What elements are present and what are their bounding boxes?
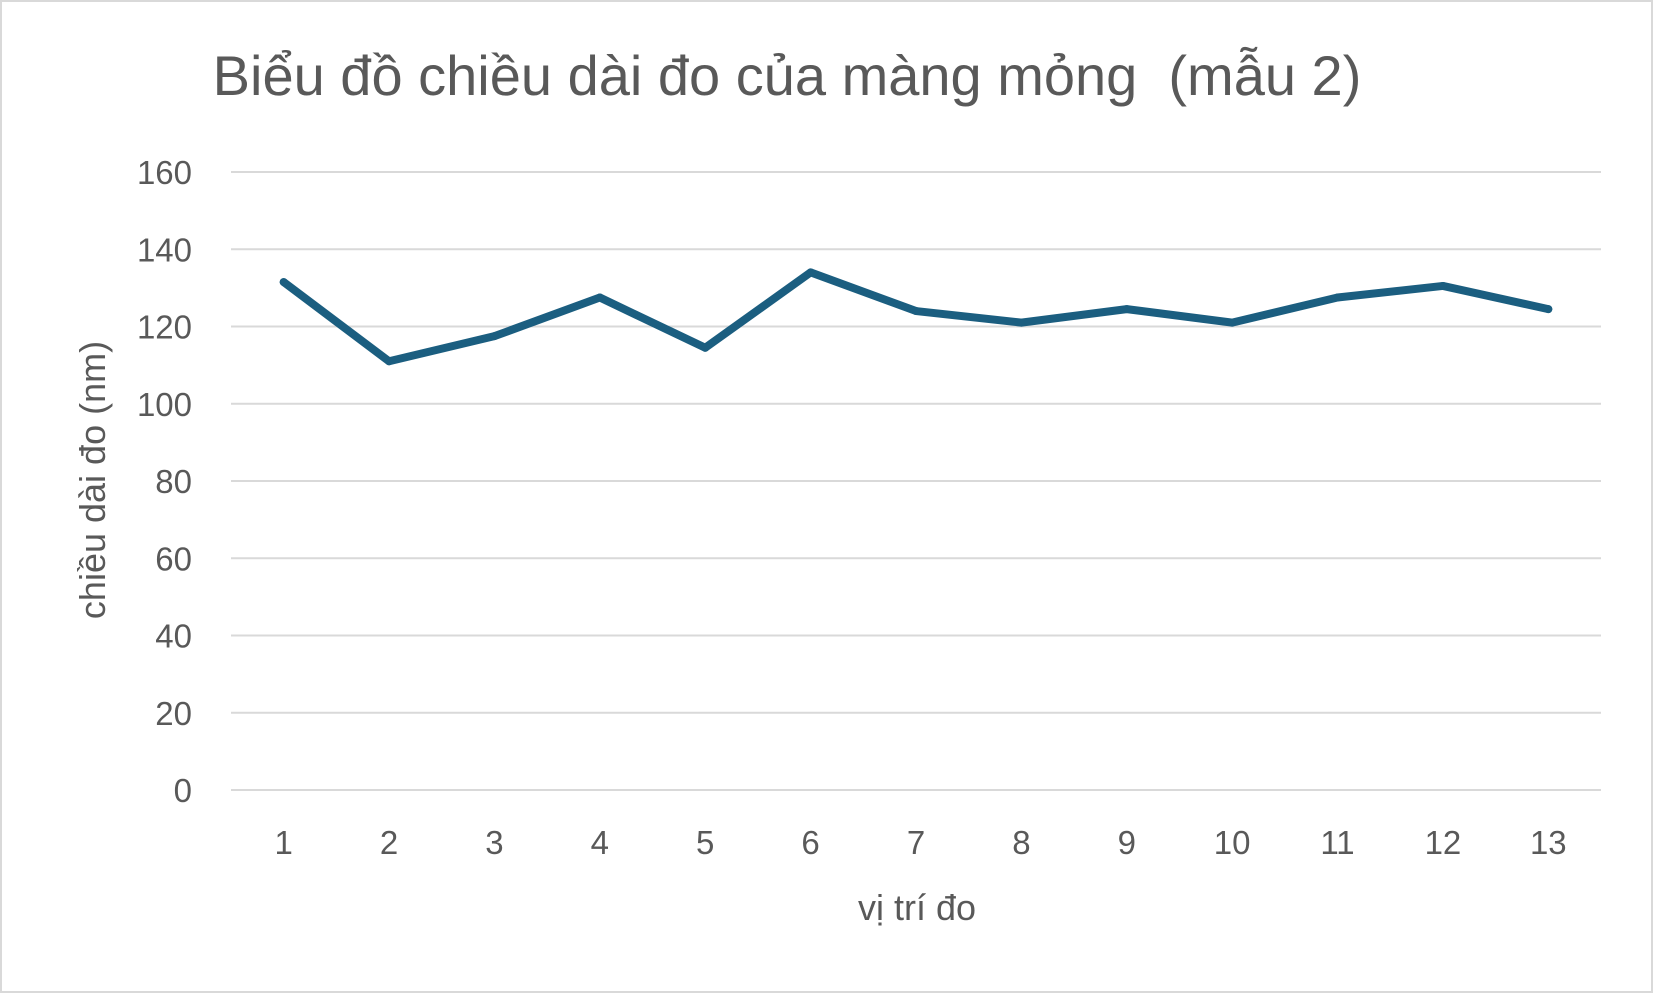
series-line: [279, 268, 1553, 366]
chart-title: Biểu đồ chiều dài đo của màng mỏng (mẫu …: [213, 44, 1362, 107]
data-point: [1544, 305, 1553, 314]
data-point: [912, 307, 920, 316]
y-tick-label: 40: [155, 618, 192, 655]
data-point: [1438, 281, 1447, 290]
x-tick-label: 11: [1320, 824, 1354, 861]
x-tick-label: 1: [275, 824, 293, 861]
data-point: [1017, 318, 1026, 327]
y-tick-label: 100: [137, 386, 192, 423]
x-tick-label: 2: [380, 824, 398, 861]
x-tick-label: 4: [591, 824, 609, 861]
x-tick-label: 13: [1530, 824, 1567, 861]
data-point: [1228, 318, 1237, 327]
y-axis-tick-labels: 0 20 40 60 80 100 120 140 160: [137, 154, 192, 809]
x-tick-label: 3: [485, 824, 503, 861]
x-tick-label: 5: [696, 824, 714, 861]
data-point: [385, 357, 394, 366]
y-tick-label: 120: [137, 309, 192, 346]
x-tick-label: 8: [1012, 824, 1030, 861]
x-tick-label: 12: [1425, 824, 1462, 861]
data-point: [701, 343, 710, 352]
x-tick-label: 7: [907, 824, 925, 861]
x-axis-title: vị trí đo: [858, 887, 976, 928]
y-tick-label: 60: [155, 540, 192, 577]
y-tick-label: 20: [155, 695, 192, 732]
y-tick-label: 140: [137, 231, 192, 268]
y-tick-label: 160: [137, 154, 192, 191]
x-tick-label: 9: [1118, 824, 1136, 861]
y-axis-title: chiều dài đo (nm): [72, 341, 113, 619]
data-point: [1122, 305, 1131, 314]
y-tick-label: 0: [174, 772, 192, 809]
gridlines: [231, 171, 1601, 791]
x-tick-label: 10: [1214, 824, 1251, 861]
series-lines: [279, 268, 1553, 366]
data-point: [279, 278, 288, 287]
data-point: [1333, 293, 1342, 302]
y-tick-label: 80: [155, 463, 192, 500]
x-axis-tick-labels: 1 2 3 4 5 6 7 8 9 10 11 12 13: [275, 824, 1567, 861]
data-point: [806, 268, 815, 277]
data-point: [595, 293, 604, 302]
x-tick-label: 6: [801, 824, 819, 861]
data-point: [490, 332, 499, 341]
